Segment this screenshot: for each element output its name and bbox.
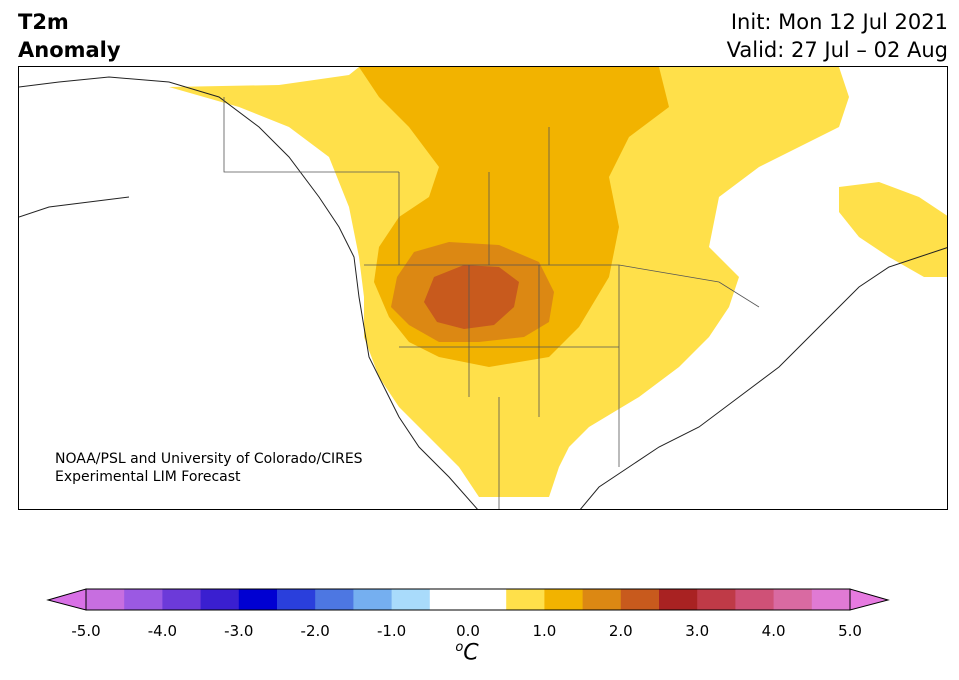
map-title: T2m Anomaly [18,10,121,62]
forecast-dates: Init: Mon 12 Jul 2021 Valid: 27 Jul – 02… [727,8,948,64]
colorbar-tick-label: -4.0 [147,622,178,640]
colorbar-tick-label: -5.0 [71,622,101,640]
anomaly-region-4C [424,265,519,329]
colorbar-bin [544,589,584,610]
political-borders [223,97,760,509]
colorbar-tick-label: 1.0 [532,622,557,640]
unit-main: C [463,640,479,666]
coastlines [19,76,947,509]
colorbar-tick-label: -3.0 [224,622,254,640]
colorbar [46,588,890,611]
colorbar-tick-label: 3.0 [685,622,710,640]
data-credit: NOAA/PSL and University of Colorado/CIRE… [55,450,363,486]
colorbar-bin [773,589,813,610]
colorbar-bin [468,589,507,610]
colorbar-bin [811,589,851,610]
init-date: Init: Mon 12 Jul 2021 [730,10,948,34]
colorbar-bin [124,589,163,610]
colorbar-tick-label: -2.0 [300,622,330,640]
colorbar-bin [86,589,125,610]
colorbar-bin [697,589,736,610]
colorbar-bin [200,589,240,610]
colorbar-bin [391,589,431,610]
colorbar-bin [506,589,545,610]
colorbar-tick-label: 5.0 [838,622,862,640]
anomaly-region-1C-east [839,182,947,277]
unit-label: oC [455,640,478,665]
colorbar-bin [620,589,660,610]
colorbar-tick-label: -1.0 [376,622,407,640]
colorbar-bin [353,589,393,610]
colorbar-outline [85,588,851,611]
colorbar-bin [735,589,775,610]
colorbar-bin [659,589,698,610]
colorbar-bin [429,589,469,610]
colorbar-tick-label: 2.0 [608,622,633,640]
colorbar-bin [162,589,202,610]
valid-period: Valid: 27 Jul – 02 Aug [726,38,948,62]
map-canvas [19,67,947,509]
colorbar-bin [582,589,622,610]
colorbar-bin [315,589,354,610]
colorbar-tick-label: 4.0 [761,622,786,640]
colorbar-bin [238,589,278,610]
credit-line-1: NOAA/PSL and University of Colorado/CIRE… [55,451,363,467]
credit-line-2: Experimental LIM Forecast [55,469,241,485]
anomaly-map [18,66,948,510]
colorbar-bin [277,589,316,610]
colorbar-bins [86,589,851,610]
unit-superscript: o [455,640,464,655]
colorbar-tick-label: 0.0 [456,622,480,640]
colorbar-under-arrow [46,588,87,611]
colorbar-over-arrow [849,588,890,611]
